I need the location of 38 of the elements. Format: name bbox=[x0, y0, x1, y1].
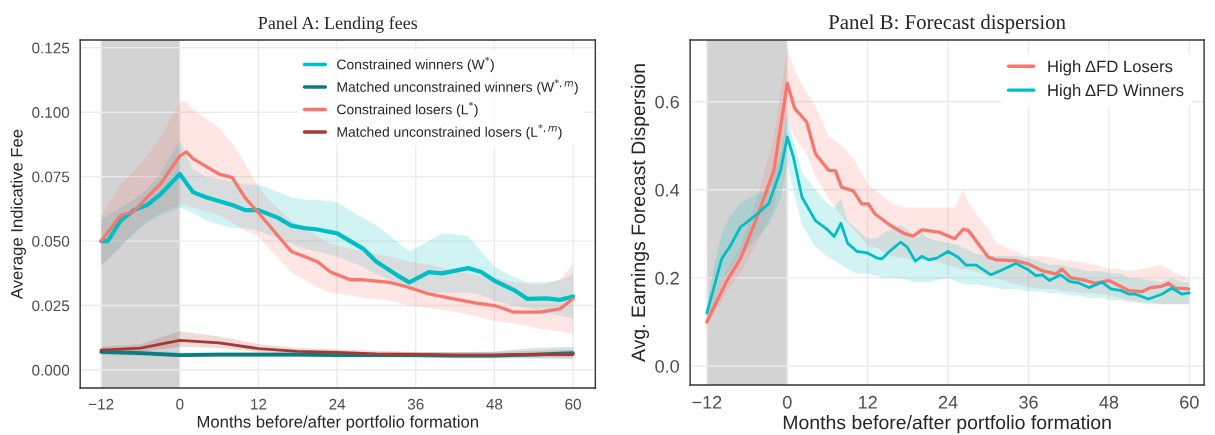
chart-title: Panel A: Lending fees bbox=[258, 16, 418, 33]
y-tick-label: 0.050 bbox=[32, 235, 70, 247]
x-tick-label: 24 bbox=[938, 395, 958, 409]
x-tick-label: 48 bbox=[1099, 395, 1119, 409]
x-tick-label: 12 bbox=[859, 395, 877, 409]
x-tick-label: 36 bbox=[407, 398, 424, 410]
x-axis-title: Months before/after portfolio formation bbox=[197, 415, 478, 431]
legend-label: Constrained losers (L$^{*}$) bbox=[337, 101, 478, 118]
x-tick-label: 0 bbox=[176, 398, 184, 410]
y-tick-label: 0.0 bbox=[655, 359, 679, 373]
y-tick-label: 0.075 bbox=[32, 171, 70, 183]
y-axis-title: Avg. Earnings Forecast Dispersion bbox=[630, 64, 650, 362]
x-tick-label: 36 bbox=[1019, 395, 1038, 409]
legend-label: High ΔFD Losers bbox=[1048, 60, 1173, 76]
legend-label: Matched unconstrained winners (W$^{*,m}$) bbox=[337, 79, 578, 95]
y-tick-label: 0.125 bbox=[32, 42, 70, 54]
legend-label: Constrained winners (W$^{*}$) bbox=[337, 56, 494, 73]
line-series bbox=[99, 171, 576, 302]
y-axis-title: Average Indicative Fee bbox=[10, 129, 26, 300]
line-series bbox=[99, 338, 575, 357]
y-tick-label: 0.100 bbox=[32, 107, 70, 118]
y-tick-label: 0.4 bbox=[655, 183, 680, 197]
x-tick-label: −12 bbox=[692, 395, 722, 409]
x-tick-label: 24 bbox=[329, 398, 346, 410]
chart-title: Panel B: Forecast dispersion bbox=[828, 14, 1066, 34]
x-tick-label: −12 bbox=[88, 398, 114, 410]
x-tick-label: 60 bbox=[1180, 395, 1199, 409]
legend-label: Matched unconstrained losers (L$^{*,m}$) bbox=[337, 124, 562, 140]
x-tick-label: 60 bbox=[565, 398, 581, 410]
x-axis-title: Months before/after portfolio formation bbox=[783, 415, 1111, 434]
x-tick-label: 0 bbox=[782, 395, 792, 409]
y-tick-label: 0.2 bbox=[655, 271, 679, 285]
x-tick-label: 48 bbox=[486, 398, 503, 410]
y-tick-label: 0.000 bbox=[32, 364, 70, 376]
legend-label: High ΔFD Winners bbox=[1048, 83, 1184, 100]
y-tick-label: 0.025 bbox=[32, 300, 70, 312]
x-tick-label: 12 bbox=[251, 398, 267, 410]
y-tick-label: 0.6 bbox=[655, 95, 679, 109]
